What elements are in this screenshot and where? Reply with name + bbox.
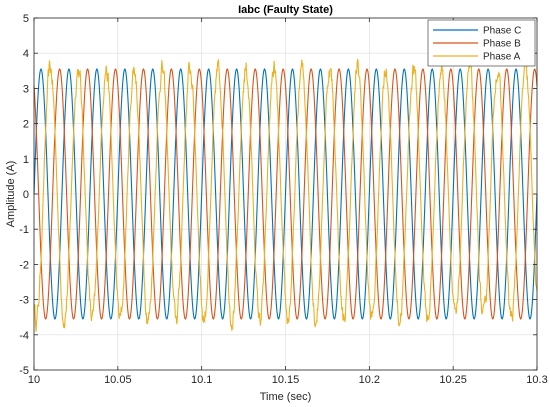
x-tick-label: 10 [28, 374, 40, 386]
y-tick-label: 1 [23, 154, 29, 166]
y-tick-label: -1 [19, 224, 29, 236]
series-group [33, 56, 538, 332]
y-tick-labels: -5 -4 -3 -2 -1 0 1 2 3 4 5 [19, 13, 29, 377]
y-tick-label: 5 [23, 13, 29, 25]
series-line-phase-a [33, 56, 538, 332]
y-tick-label: -4 [19, 330, 29, 342]
x-axis-label: Time (sec) [260, 391, 312, 403]
x-tick-label: 10.25 [439, 374, 467, 386]
series-line-phase-c [33, 68, 538, 320]
legend-label: Phase A [483, 52, 521, 63]
y-tick-label: 3 [23, 83, 29, 95]
tick-marks [33, 17, 538, 371]
x-tick-label: 10.15 [272, 374, 300, 386]
legend-label: Phase B [483, 39, 521, 50]
y-tick-label: 0 [23, 189, 29, 201]
y-tick-label: -5 [19, 365, 29, 377]
x-tick-label: 10.3 [526, 374, 547, 386]
x-tick-label: 10.1 [191, 374, 212, 386]
legend-label: Phase C [483, 26, 521, 37]
series-line-phase-b [33, 68, 538, 320]
x-tick-labels: 10 10.05 10.1 10.15 10.2 10.25 10.3 [28, 374, 548, 386]
y-tick-label: -3 [19, 295, 29, 307]
y-tick-label: 2 [23, 119, 29, 131]
legend: Phase C Phase B Phase A [427, 19, 536, 67]
chart-title: Iabc (Faulty State) [238, 4, 333, 16]
x-tick-label: 10.05 [104, 374, 132, 386]
x-tick-label: 10.2 [359, 374, 380, 386]
y-tick-label: -2 [19, 259, 29, 271]
y-tick-label: 4 [23, 48, 29, 60]
y-axis-label: Amplitude (A) [5, 161, 17, 228]
